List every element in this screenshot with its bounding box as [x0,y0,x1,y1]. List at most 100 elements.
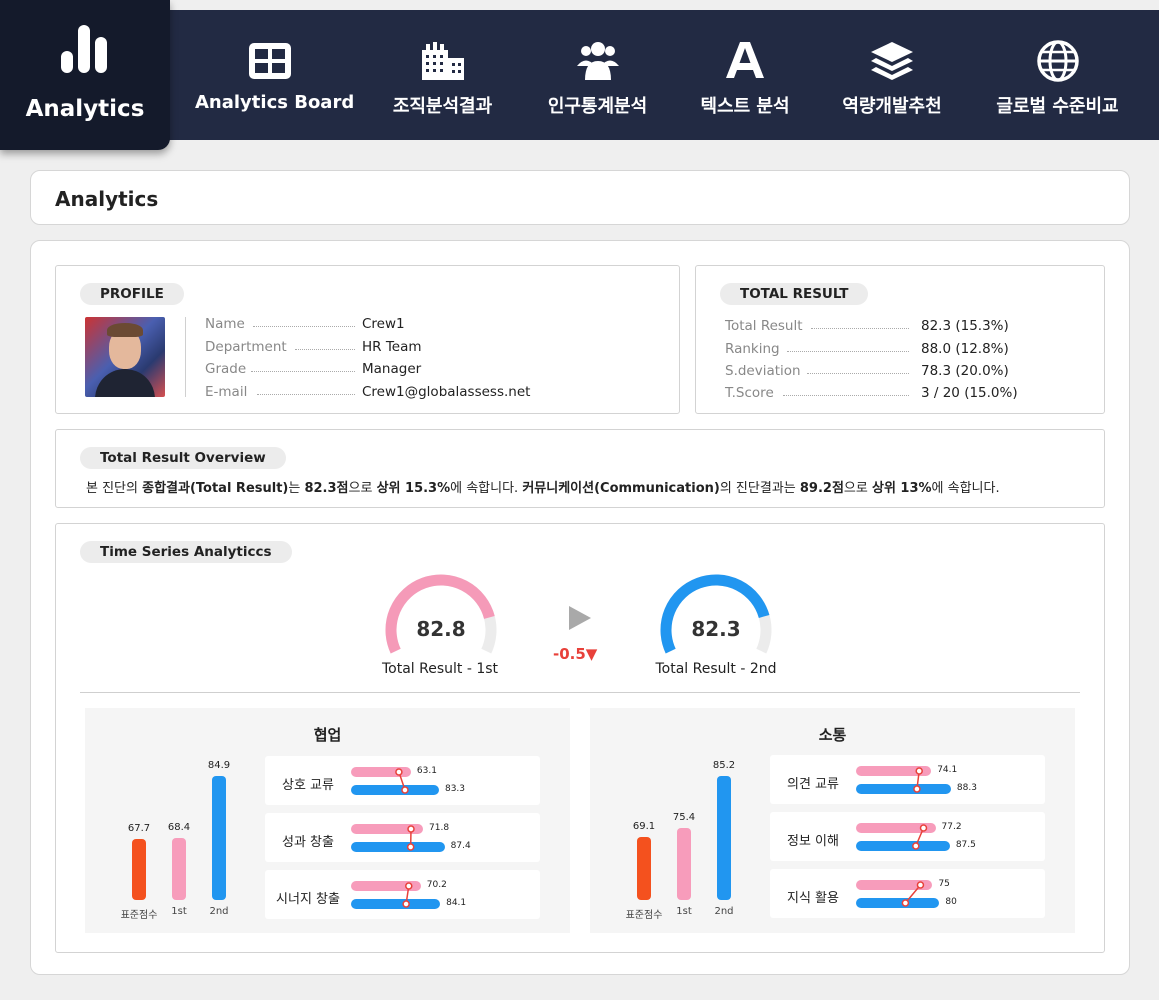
bar-chart-icon [61,25,109,73]
gauge-second-label: Total Result - 2nd [655,661,777,677]
brand-title: Analytics [25,96,145,122]
communication-title: 소통 [818,726,847,744]
score-connector [402,882,413,908]
nav-global-compare[interactable]: 글로벌 수준비교 [985,10,1130,140]
item-label: 의견 교류 [787,777,839,792]
score-bar [677,828,691,900]
bar-value-label: 67.7 [127,823,151,834]
total-row: Ranking 88.0 (12.8%) [725,341,1085,359]
first-score-label: 70.2 [426,880,447,890]
field-key: Total Result [725,318,803,334]
gauge-first-value: 82.8 [416,617,466,641]
second-score-bar [856,898,940,908]
first-score-bar [856,823,936,833]
profile-heading: PROFILE [80,283,184,305]
bar-value-label: 69.1 [632,821,656,832]
overview-text: 본 진단의 종합결과(Total Result)는 82.3점으로 상위 15.… [86,481,1000,496]
field-key: Grade [205,361,247,377]
score-connector [406,825,415,851]
field-key: S.deviation [725,363,801,379]
nav-demographics[interactable]: 인구통계분석 [535,10,660,140]
item-label: 상호 교류 [282,778,334,793]
first-score-label: 63.1 [416,766,437,776]
nav-label: 조직분석결과 [392,96,493,117]
bar-category-label: 표준점수 [120,910,158,921]
total-result-heading: TOTAL RESULT [720,283,869,305]
brand-home-button[interactable]: Analytics [0,0,170,150]
collaboration-title: 협업 [313,726,342,744]
profile-row-email: E-mail Crew1@globalassess.net [205,384,605,402]
second-score-label: 87.4 [450,841,471,851]
gauge-second-value: 82.3 [691,617,741,641]
profile-row-name: Name Crew1 [205,316,605,334]
dashboard-grid-icon [249,43,291,79]
layers-icon [871,42,913,80]
communication-panel: 소통 69.1 표준점수 75.4 1st 85.2 2nd 의견 교류 정보 이해 지식… [590,708,1075,933]
field-value: 78.3 (20.0%) [921,363,1009,379]
first-score-bar [351,824,423,834]
bar-category-label: 2nd [209,906,229,917]
delta-value: -0.5▼ [553,645,598,663]
second-score-bar [856,841,950,851]
total-row: S.deviation 78.3 (20.0%) [725,363,1085,381]
score-connector [395,768,409,794]
second-score-label: 80 [945,897,957,907]
second-score-bar [351,899,441,909]
first-score-bar [351,881,421,891]
email-value[interactable]: Crew1@globalassess.net [362,384,531,400]
item-card: 성과 창출 [265,813,540,862]
play-arrow-icon [569,606,591,630]
profile-row-department: Department HR Team [205,339,605,357]
bar-category-label: 2nd [714,906,734,917]
item-card: 정보 이해 [770,812,1045,861]
second-score-bar [856,784,951,794]
field-key: Department [205,339,287,355]
globe-icon [1036,40,1079,82]
users-group-icon [576,42,619,80]
bar-value-label: 75.4 [672,812,696,823]
nav-competency-recommend[interactable]: 역량개발추천 [828,10,956,140]
item-label: 정보 이해 [787,834,839,849]
second-score-bar [351,785,439,795]
first-score-label: 71.8 [429,823,450,833]
divider [185,317,186,397]
section-divider [80,692,1080,693]
score-connector [901,881,925,907]
top-navigation [0,10,1159,140]
score-bar [132,839,146,900]
score-bar [637,837,651,900]
building-icon [421,42,464,80]
bar-category-label: 1st [676,906,692,917]
gauge-first [385,574,497,654]
letter-a-icon [726,42,764,78]
field-value: 88.0 (12.8%) [921,341,1009,357]
gauge-first-label: Total Result - 1st [381,661,499,677]
second-score-label: 87.5 [955,840,976,850]
nav-org-results[interactable]: 조직분석결과 [380,10,505,140]
item-card: 의견 교류 [770,755,1045,804]
bar-value-label: 85.2 [712,760,736,771]
nav-label: 글로벌 수준비교 [996,96,1119,117]
second-score-bar [351,842,445,852]
nav-analytics-board[interactable]: Analytics Board [195,10,354,140]
time-series-heading: Time Series Analyticcs [80,541,292,563]
page-title-card [30,170,1130,225]
first-score-bar [351,767,411,777]
nav-text-analysis[interactable]: 텍스트 분석 [690,10,800,140]
first-score-label: 74.1 [937,765,958,775]
field-key: Ranking [725,341,780,357]
total-row: Total Result 82.3 (15.3%) [725,318,1085,336]
avatar [85,317,165,397]
nav-label: 인구통계분석 [547,96,648,117]
page-title: Analytics [55,187,159,211]
nav-label: 역량개발추천 [842,96,942,117]
score-bar [717,776,731,900]
field-value: Crew1 [362,316,405,332]
collaboration-panel: 협업 67.7 표준점수 68.4 1st 84.9 2nd 상호 교류 성과 창출 시너… [85,708,570,933]
item-card: 시너지 창출 [265,870,540,919]
gauge-second [660,574,772,654]
score-connector [913,767,923,793]
field-value: 82.3 (15.3%) [921,318,1009,334]
total-row: T.Score 3 / 20 (15.0%) [725,385,1085,403]
item-label: 시너지 창출 [276,892,340,907]
